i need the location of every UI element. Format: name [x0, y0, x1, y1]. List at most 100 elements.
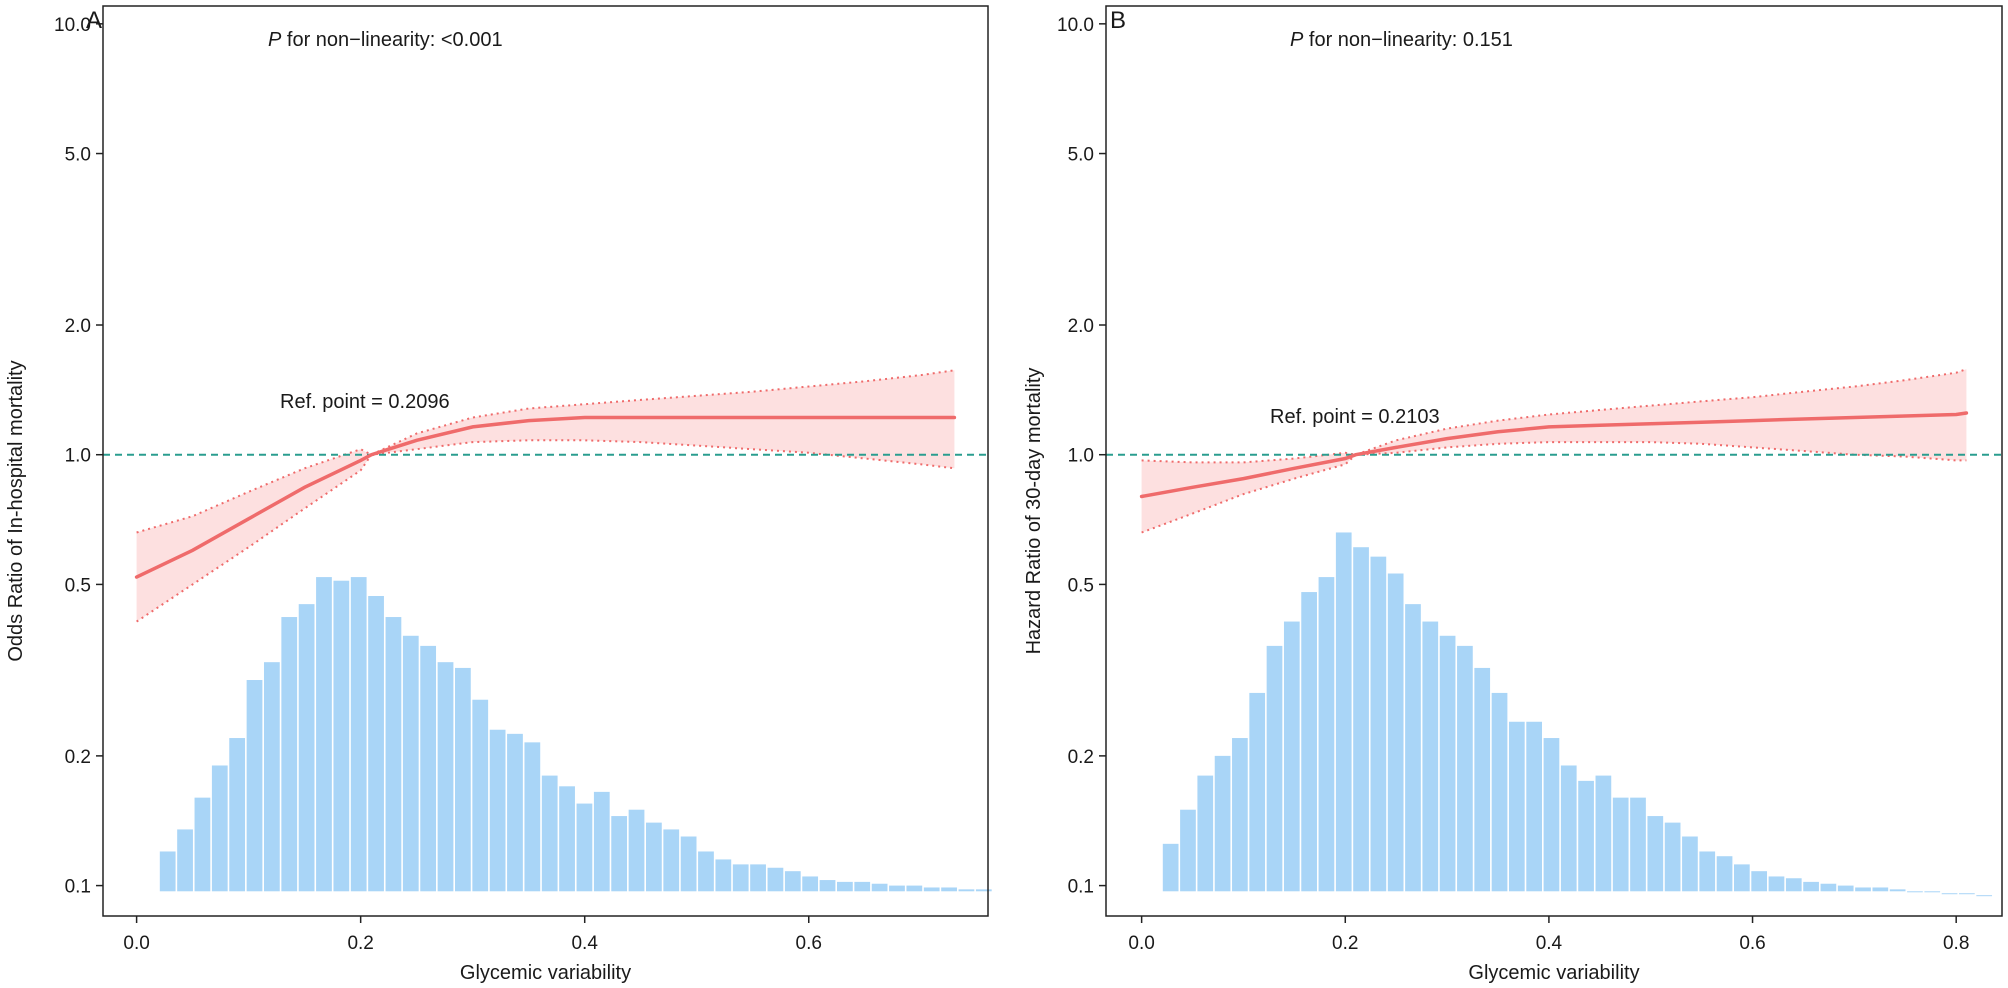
panel-a-histogram-bar [159, 851, 176, 892]
panel-b-histogram-bar [1266, 645, 1283, 892]
panel-a-histogram-bar [680, 836, 697, 892]
panel-a-plot-frame [102, 5, 989, 917]
panel-a-histogram-bar [420, 645, 437, 892]
panel-a-ci-band [136, 370, 955, 622]
panel-b-y-tick-label: 0.2 [1068, 747, 1094, 768]
panel-a-histogram-bar [732, 864, 749, 892]
panel-b-p-symbol: P [1290, 29, 1304, 51]
panel-b-histogram-bar [1232, 738, 1248, 892]
panel-b-histogram-bar [1959, 893, 1975, 895]
panel-a-histogram-bar [472, 699, 489, 892]
panel-a-histogram-bar [854, 881, 871, 892]
panel-a-histogram-bar [819, 880, 836, 892]
panel-a-histogram-bar [385, 617, 402, 892]
panel-b-histogram-bar [1924, 891, 1941, 893]
panel-a-histogram-bar [298, 604, 315, 892]
panel-a-histogram-bar [958, 889, 975, 892]
panel-a-histogram-bar [871, 883, 888, 892]
panel-a-ref-point-label: Ref. point = 0.2096 [280, 391, 450, 413]
panel-a-histogram-bar [507, 733, 523, 892]
panel-b-ci-lower-line [1141, 441, 1967, 534]
panel-a-histogram-bar [559, 786, 575, 892]
panel-b-histogram-bar [1699, 851, 1716, 892]
panel-a-histogram-bar [281, 617, 298, 892]
panel-a-histogram-bar [350, 577, 367, 892]
panel-b-histogram-bar [1647, 816, 1664, 892]
panel-b-histogram-bar [1353, 547, 1369, 892]
panel-b-histogram-bar [1630, 797, 1646, 892]
panel-a-histogram-bar [802, 876, 819, 892]
panel-a-histogram-bar [263, 662, 280, 892]
panel-b-histogram-bar [1439, 635, 1456, 892]
panel-b-plot-frame [1105, 5, 2003, 917]
panel-b-histogram-bar [1474, 667, 1491, 892]
panel-b-histogram-bar [1907, 891, 1923, 893]
panel-b-y-tick-label: 10.0 [1057, 15, 1094, 36]
panel-a-histogram-bar [194, 797, 211, 892]
panel-a-histogram-bar [177, 829, 193, 892]
panel-b-histogram-bar [1751, 871, 1768, 892]
panel-b-ci-band [1141, 369, 1967, 533]
panel-a-histogram-bar [229, 738, 246, 892]
panel-a-histogram-bar [663, 829, 680, 892]
panel-b-histogram-bar [1214, 755, 1231, 892]
panel-b-x-axis-title: Glycemic variability [1468, 962, 1639, 984]
panel-b-histogram-bar [1370, 556, 1387, 892]
panel-b-histogram-bar [1682, 836, 1698, 892]
panel-b-histogram-bar [1162, 843, 1179, 892]
panel-b-histogram-bar [1889, 889, 1906, 892]
panel-b-histogram-bar [1301, 592, 1317, 892]
panel-b-ref-point-label: Ref. point = 0.2103 [1270, 406, 1440, 428]
panel-b-x-tick-label: 0.0 [1128, 933, 1154, 954]
panel-a-histogram-bar [333, 580, 350, 892]
panel-b-histogram-bar [1543, 738, 1560, 892]
panel-b-histogram-bar [1976, 895, 1993, 897]
panel-b-histogram-bar [1491, 692, 1508, 892]
panel-b-histogram-bar [1422, 621, 1439, 892]
panel-a-histogram-bar [750, 864, 766, 892]
panel-a-histogram-bar [941, 887, 957, 892]
panel-a-panel-letter: A [86, 7, 102, 34]
panel-a-y-tick-label: 0.2 [65, 747, 91, 768]
panel-b-histogram-bar [1283, 621, 1300, 892]
panel-b-histogram-bar [1768, 876, 1785, 892]
panel-b-histogram-bar [1785, 878, 1802, 892]
panel-b-y-tick-label: 0.1 [1068, 877, 1094, 898]
panel-a-y-tick-label: 5.0 [65, 145, 91, 166]
panel-a-estimate-line [134, 415, 957, 579]
panel-a: 0.1 0.2 0.5 1.0 2.0 5.0 10.0 0.0 0.2 0.4 0.6 Glycem… [5, 5, 992, 984]
panel-a-y-tick-label: 0.1 [65, 877, 91, 898]
panel-b-histogram-bar [1820, 883, 1837, 892]
panel-b-histogram-bar [1612, 797, 1629, 892]
panel-a-histogram-bar [437, 662, 454, 892]
panel-b-histogram-bar [1180, 809, 1196, 892]
panel-a-y-tick-label: 1.0 [65, 446, 91, 467]
panel-b-nonlinearity-annotation: P for non−linearity: 0.151 [1290, 29, 1513, 51]
panel-a-histogram-bar [454, 667, 471, 892]
panel-b-histogram-bar [1526, 721, 1542, 892]
panel-b-y-tick-label: 1.0 [1068, 446, 1094, 467]
panel-a-histogram-bar [923, 887, 940, 892]
panel-a-x-tick-label: 0.2 [347, 933, 373, 954]
panel-b-y-tick-label: 2.0 [1068, 316, 1094, 337]
panel-a-histogram-bar [316, 577, 332, 892]
panel-b-y-axis-title: Hazard Ratio of 30-day mortality [1023, 368, 1045, 655]
panel-a-histogram-bar [698, 851, 714, 892]
panel-b-histogram-bar [1595, 775, 1612, 892]
panel-b-histogram-bar [1318, 577, 1335, 892]
panel-a-histogram-bar [646, 822, 662, 892]
panel-b-histogram-bar [1664, 822, 1681, 892]
panel-b-histogram-bar [1837, 885, 1854, 892]
panel-a-histogram-bar [784, 871, 801, 892]
panel-b-histogram-bar [1578, 780, 1594, 892]
panel-a-histogram-bar [402, 635, 419, 892]
panel-a-histogram-bar [489, 729, 506, 892]
panel-a-histogram-bar [368, 595, 384, 892]
panel-b-histogram-bar [1387, 573, 1404, 892]
panel-b-histogram-bar [1560, 765, 1577, 892]
panel-b-histogram-bar [1335, 532, 1352, 892]
panel-b-histogram-bar [1803, 881, 1819, 892]
panel-b-y-tick-label: 5.0 [1068, 145, 1094, 166]
panel-b-histogram-bar [1197, 775, 1214, 892]
